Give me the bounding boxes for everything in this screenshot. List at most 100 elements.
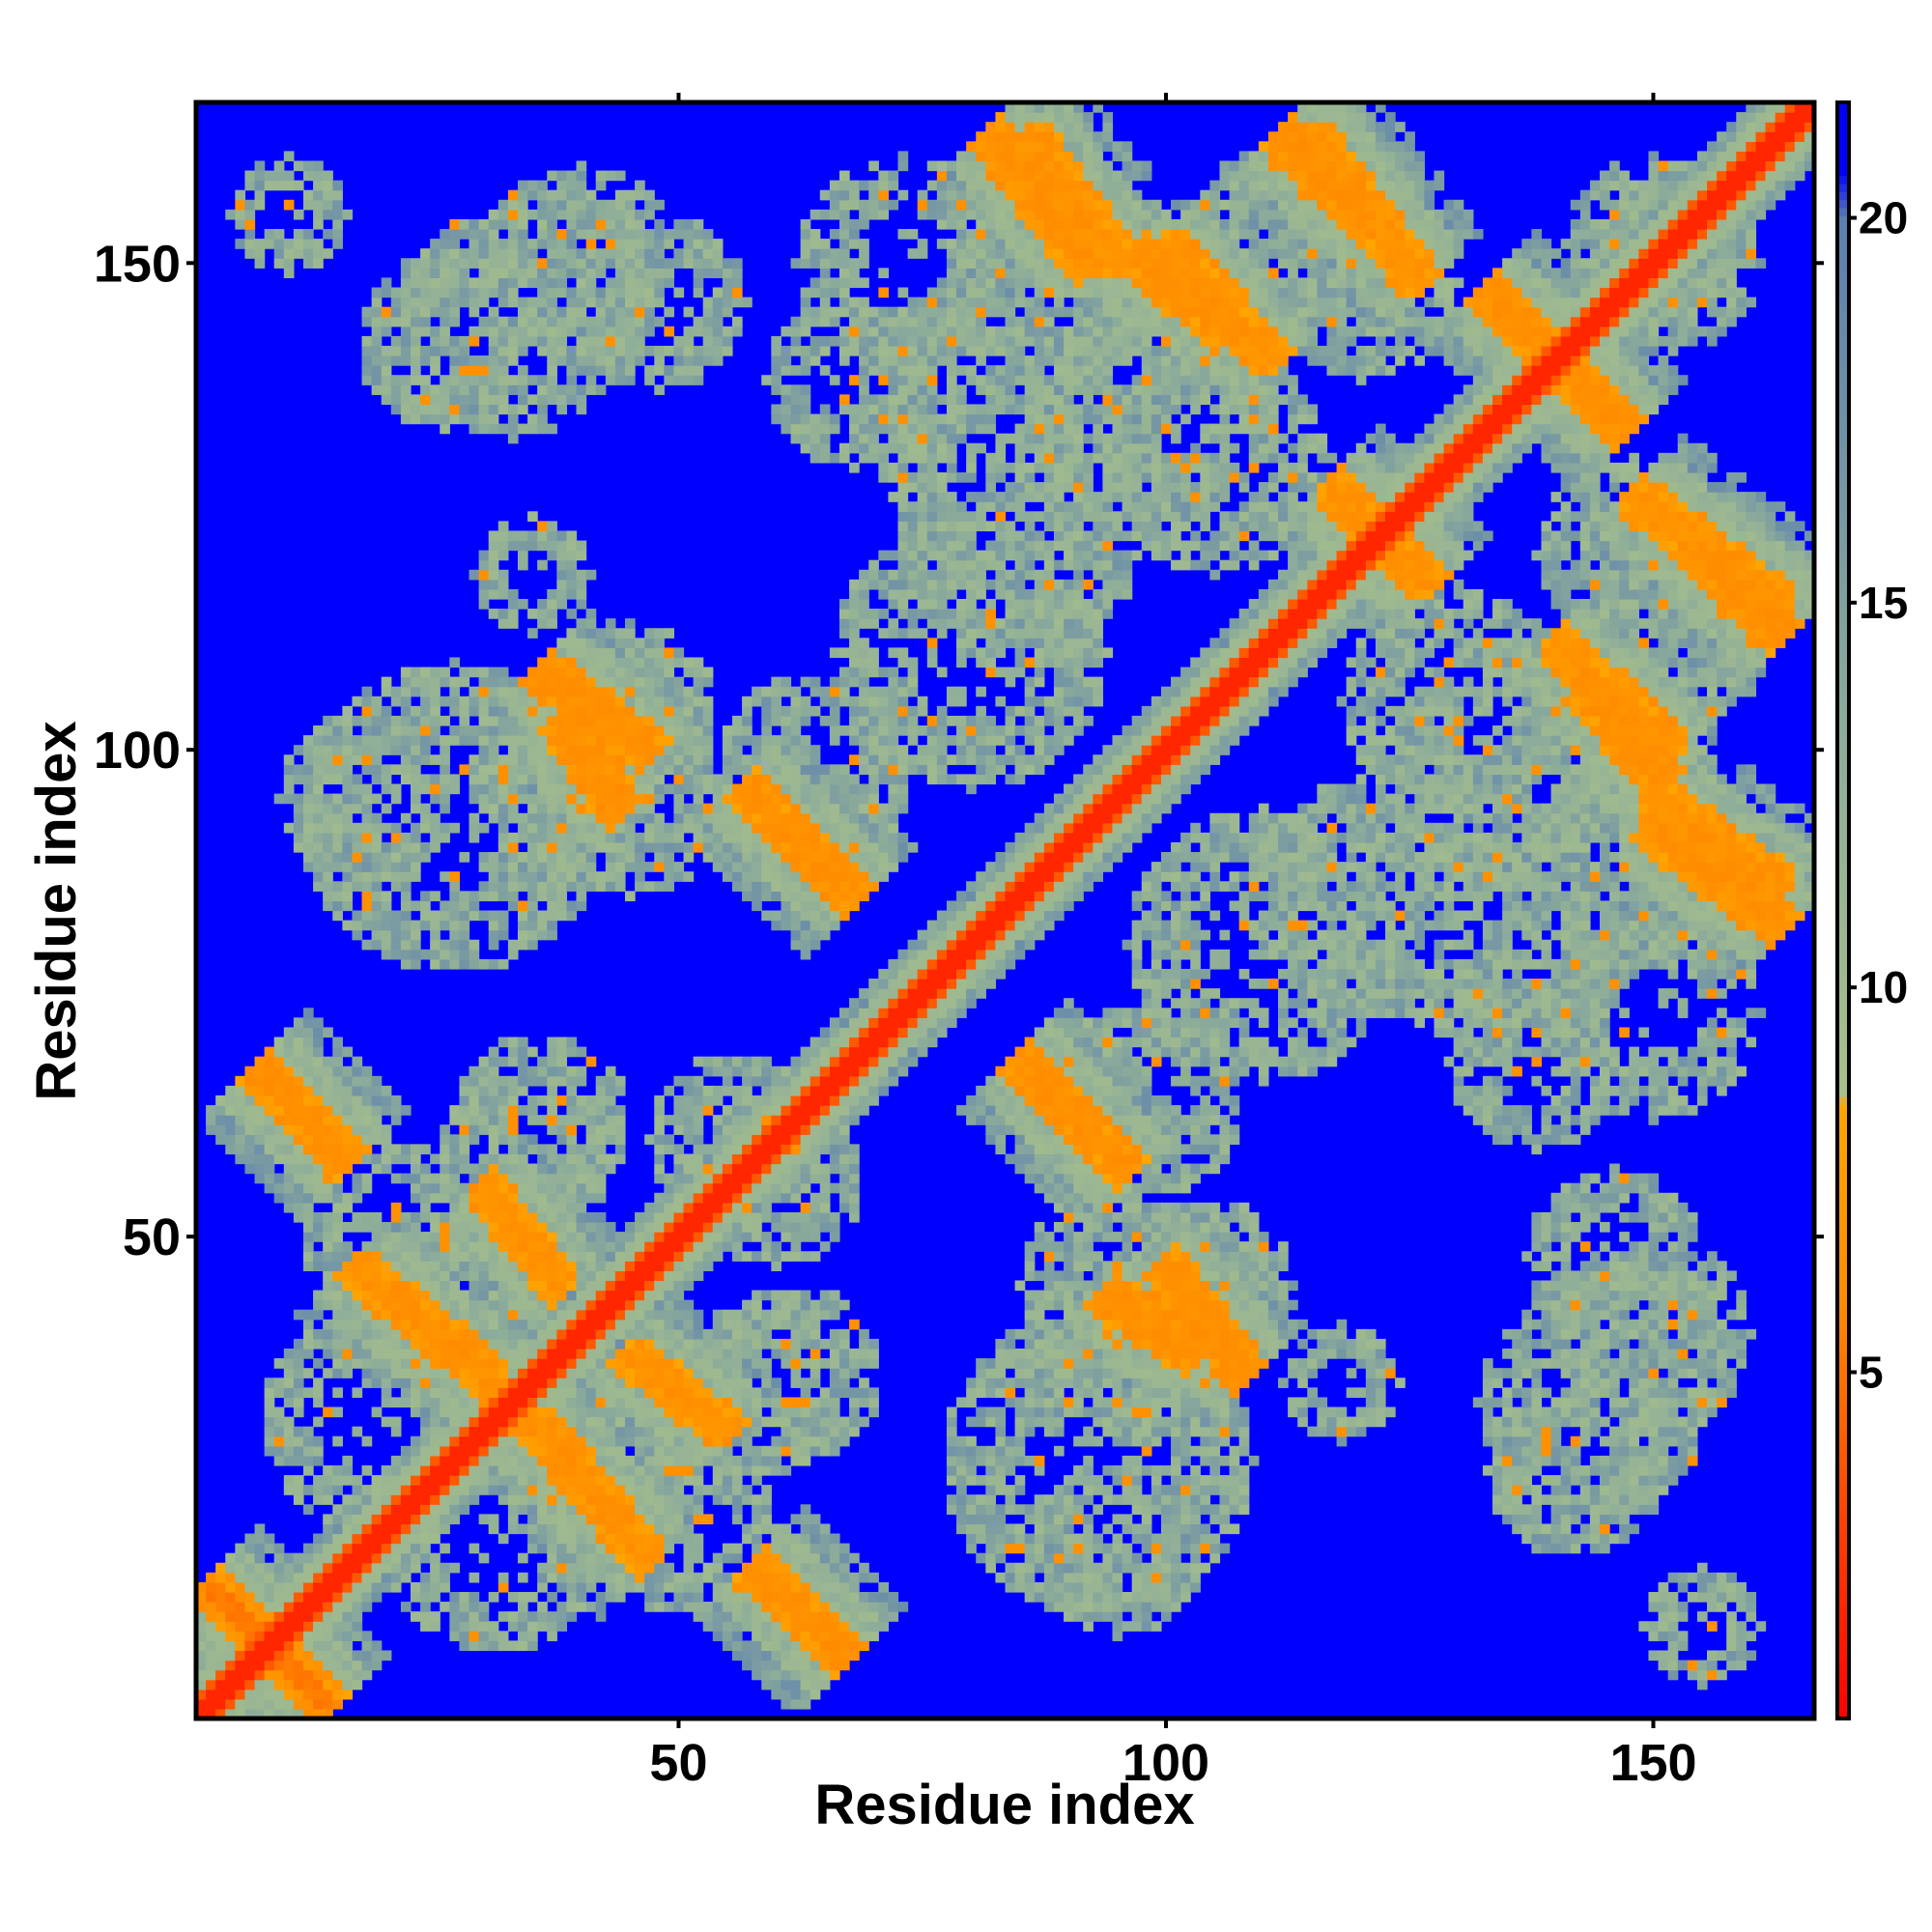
heatmap-cell — [302, 1602, 314, 1612]
heatmap-cell — [752, 900, 762, 912]
heatmap-cell — [264, 1698, 275, 1710]
heatmap-cell — [585, 754, 597, 765]
heatmap-cell — [614, 1270, 626, 1282]
heatmap-cell — [469, 1280, 480, 1292]
heatmap-cell — [352, 1094, 363, 1106]
heatmap-cell — [683, 326, 695, 337]
heatmap-cell — [313, 248, 324, 259]
heatmap-cell — [420, 920, 431, 931]
heatmap-cell — [664, 306, 675, 318]
heatmap-cell — [527, 1445, 538, 1457]
heatmap-cell — [790, 1144, 802, 1155]
heatmap-cell — [752, 1591, 762, 1603]
heatmap-cell — [800, 1611, 811, 1622]
heatmap-cell — [781, 365, 792, 376]
heatmap-cell — [313, 1378, 324, 1388]
heatmap-cell — [566, 1173, 578, 1184]
heatmap-cell — [235, 1669, 246, 1681]
heatmap-cell — [293, 1660, 304, 1671]
heatmap-cell — [595, 170, 607, 182]
heatmap-cell — [722, 1075, 733, 1087]
heatmap-cell — [507, 1261, 519, 1271]
heatmap-cell — [488, 1299, 499, 1311]
heatmap-cell — [644, 1338, 655, 1350]
heatmap-cell — [381, 1581, 392, 1593]
heatmap-cell — [507, 1416, 519, 1428]
heatmap-cell — [430, 297, 440, 308]
heatmap-cell — [283, 1037, 295, 1048]
heatmap-cell — [507, 1319, 519, 1330]
heatmap-cell — [225, 1708, 236, 1719]
heatmap-cell — [614, 199, 626, 211]
heatmap-cell — [537, 1328, 548, 1340]
heatmap-cell — [410, 754, 421, 765]
heatmap-cell — [702, 1455, 714, 1466]
heatmap-cell — [254, 1562, 266, 1574]
heatmap-cell — [742, 297, 753, 308]
heatmap-cell — [390, 335, 402, 347]
heatmap-cell — [449, 1115, 461, 1125]
heatmap-cell — [712, 1241, 724, 1252]
heatmap-cell — [293, 1406, 304, 1418]
heatmap-cell — [390, 1105, 402, 1116]
heatmap-cell — [556, 783, 568, 795]
heatmap-cell — [752, 1552, 762, 1564]
heatmap-cell — [469, 764, 480, 776]
heatmap-cell — [742, 1299, 753, 1311]
heatmap-cell — [635, 355, 645, 366]
heatmap-cell — [488, 404, 499, 415]
heatmap-cell — [722, 1640, 733, 1652]
heatmap-cell — [644, 1309, 655, 1321]
heatmap-cell — [313, 725, 324, 736]
heatmap-cell — [742, 1115, 753, 1125]
heatmap-cell — [283, 1416, 295, 1428]
heatmap-cell — [313, 1397, 324, 1408]
heatmap-cell — [459, 1134, 470, 1145]
heatmap-cell — [400, 1105, 412, 1116]
heatmap-cell — [381, 1222, 392, 1233]
heatmap-cell — [371, 1115, 383, 1125]
heatmap-cell — [488, 1485, 499, 1495]
heatmap-cell — [440, 1349, 450, 1359]
heatmap-cell — [361, 803, 373, 814]
heatmap-cell — [517, 1504, 528, 1515]
heatmap-cell — [440, 1523, 450, 1535]
heatmap-cell — [478, 1094, 490, 1106]
heatmap-cell — [440, 1144, 450, 1155]
heatmap-cell — [614, 1494, 626, 1505]
heatmap-cell — [342, 1368, 354, 1378]
heatmap-cell — [400, 1232, 412, 1242]
heatmap-cell — [781, 423, 792, 435]
heatmap-cell — [605, 725, 616, 736]
heatmap-cell — [595, 881, 607, 892]
heatmap-cell — [722, 1328, 733, 1340]
heatmap-cell — [371, 822, 383, 834]
heatmap-cell — [478, 1105, 490, 1116]
heatmap-cell — [517, 598, 528, 610]
heatmap-cell — [313, 1581, 324, 1593]
heatmap-cell — [585, 1134, 597, 1145]
heatmap-cell — [635, 812, 645, 824]
heatmap-cell — [410, 929, 421, 941]
heatmap-cell — [683, 1328, 695, 1340]
heatmap-cell — [497, 1445, 509, 1457]
heatmap-cell — [497, 1572, 509, 1583]
heatmap-cell — [332, 1504, 343, 1515]
heatmap-cell — [342, 725, 354, 736]
heatmap-cell — [566, 764, 578, 776]
heatmap-cell — [761, 1543, 772, 1554]
heatmap-cell — [323, 1173, 333, 1184]
heatmap-cell — [595, 638, 607, 648]
heatmap-cell — [469, 1290, 480, 1301]
heatmap-cell — [624, 268, 636, 279]
heatmap-cell — [440, 384, 450, 395]
heatmap-cell — [517, 1591, 528, 1603]
heatmap-cell — [556, 189, 568, 201]
heatmap-cell — [225, 1679, 236, 1690]
heatmap-cell — [605, 1075, 616, 1087]
heatmap-cell — [371, 384, 383, 395]
heatmap-cell — [693, 1378, 704, 1388]
heatmap-cell — [712, 1085, 724, 1096]
heatmap-cell — [225, 1581, 236, 1593]
heatmap-cell — [742, 822, 753, 834]
